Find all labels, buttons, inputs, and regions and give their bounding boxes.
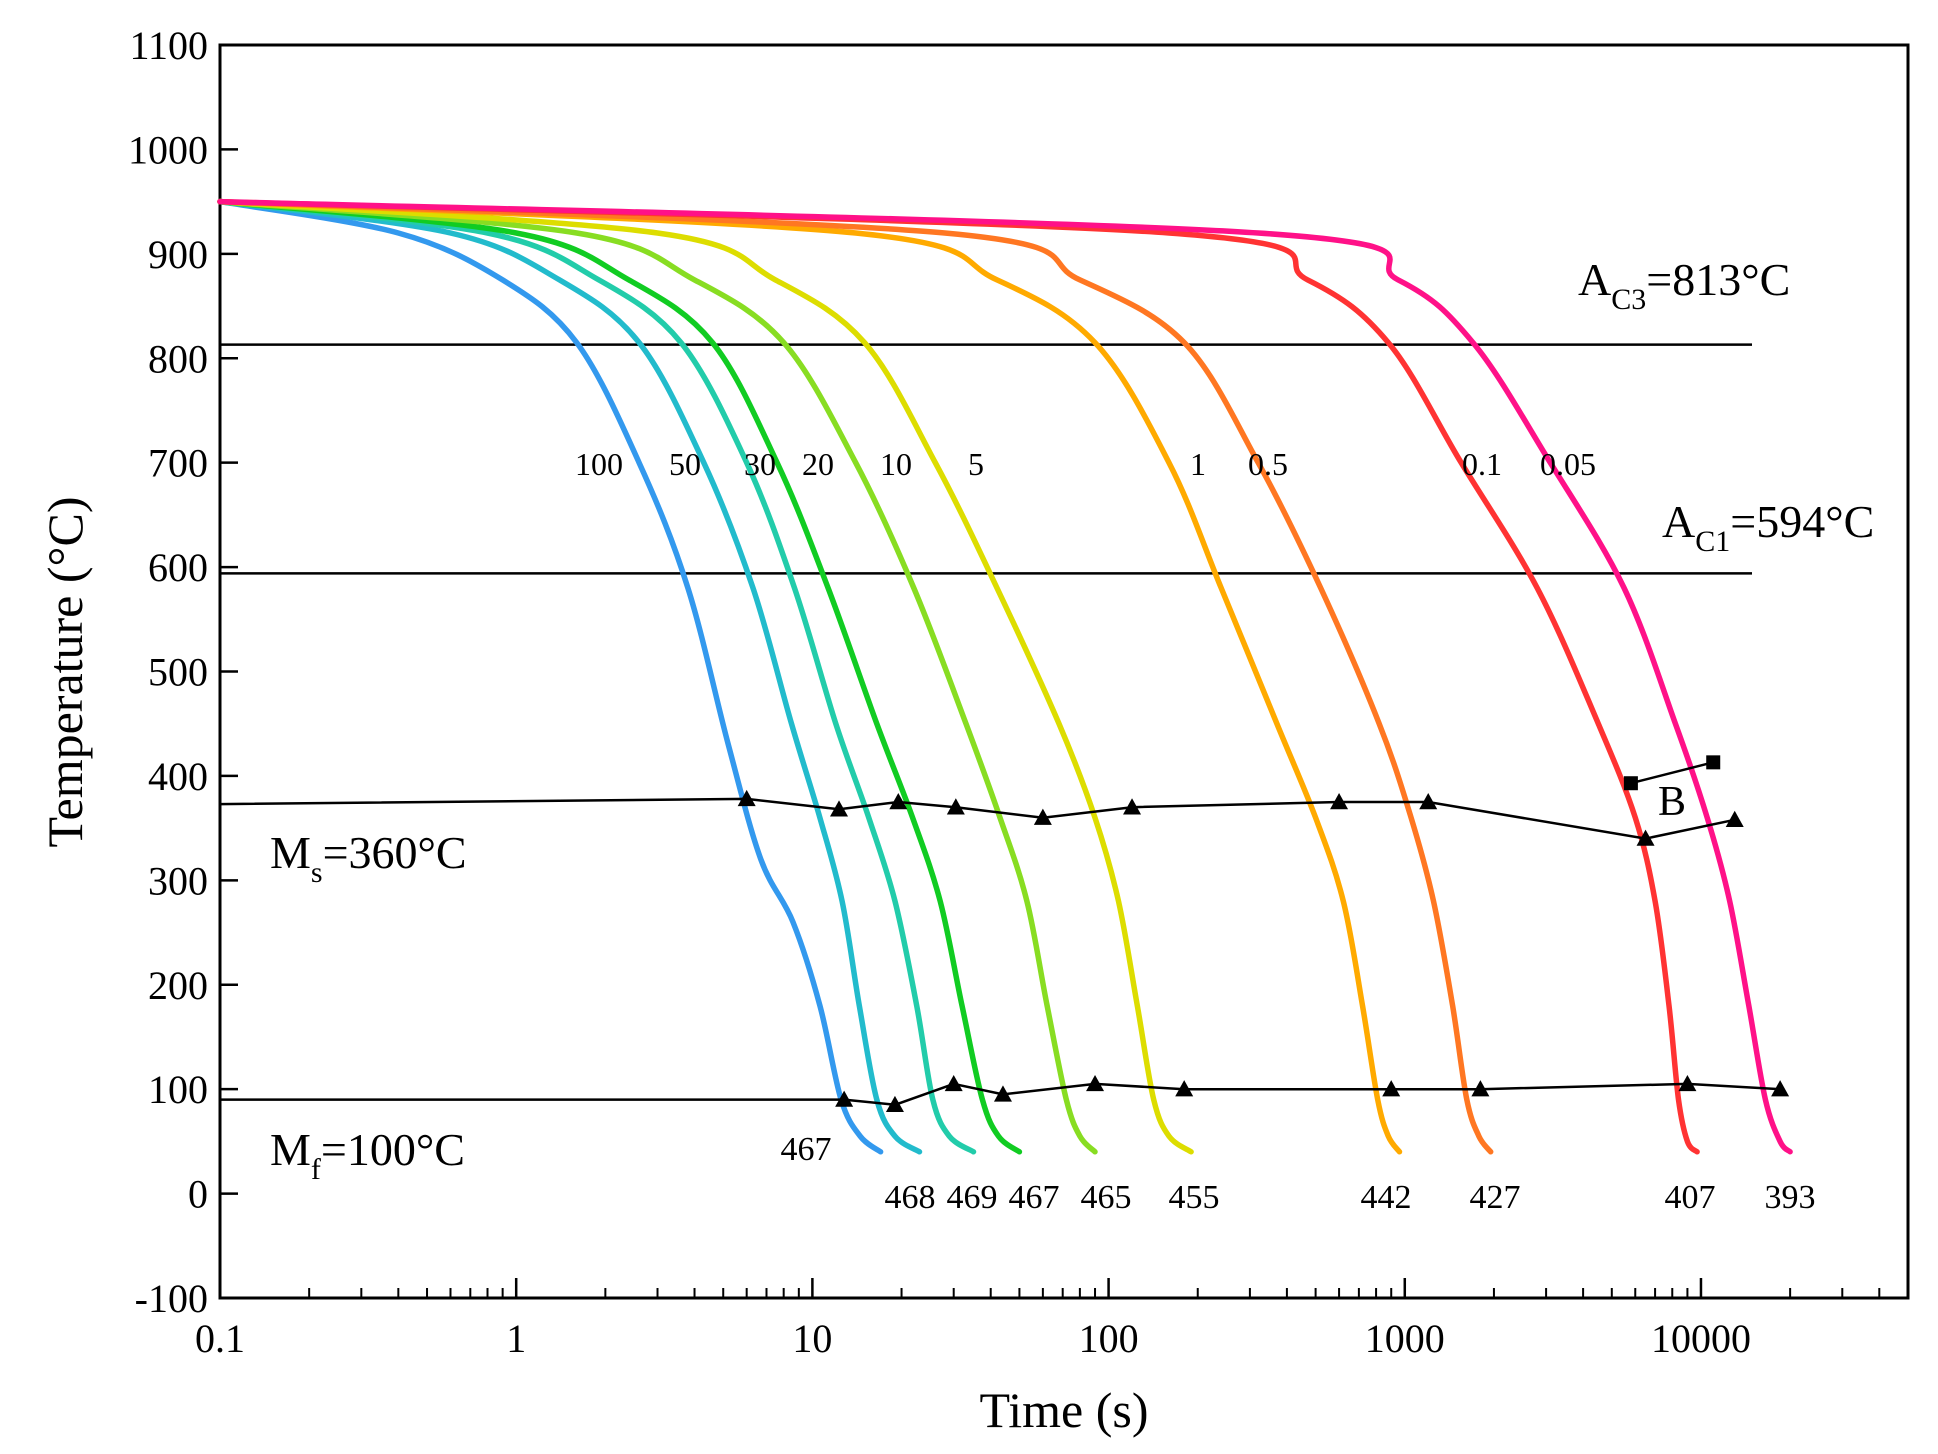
bainite-start-marker — [1706, 755, 1721, 770]
x-tick-label: 10 — [792, 1316, 832, 1361]
cooling-curve-1 — [217, 198, 1403, 1155]
rate-label: 100 — [575, 446, 623, 482]
ac1-label: AC1=594°C — [1662, 496, 1874, 558]
mf-label: Mf=100°C — [270, 1124, 465, 1186]
cooling-curve-50 — [217, 198, 923, 1155]
ms-marker — [1419, 793, 1438, 810]
hardness-label: 393 — [1765, 1179, 1816, 1216]
x-tick-label: 10000 — [1651, 1316, 1751, 1361]
cooling-curve-0_05 — [217, 198, 1793, 1155]
bainite-region-label: B — [1658, 779, 1686, 825]
cooling-curve-30 — [217, 198, 977, 1155]
y-tick-label: 200 — [148, 963, 208, 1008]
y-tick-label: 700 — [148, 441, 208, 486]
x-tick-label: 0.1 — [195, 1316, 245, 1361]
mf-marker — [993, 1085, 1012, 1102]
rate-label: 20 — [802, 446, 834, 482]
y-axis-title: Temperature (°C) — [37, 496, 93, 847]
hardness-label: 407 — [1665, 1179, 1716, 1216]
mf-marker — [1678, 1074, 1697, 1092]
axis-ticks: 110010009008007006005004003002001000-100… — [128, 23, 1909, 1361]
rate-label: 1 — [1190, 446, 1206, 482]
ms-marker — [1033, 808, 1052, 825]
cooling-curves — [217, 198, 1793, 1155]
ms-marker — [1330, 793, 1349, 810]
y-tick-label: 600 — [148, 545, 208, 590]
cooling-curve-20 — [217, 198, 1023, 1155]
cooling-curve-0_1 — [217, 198, 1700, 1155]
ms-label: Ms=360°C — [270, 827, 467, 889]
y-tick-label: 800 — [148, 336, 208, 381]
x-tick-label: 1 — [506, 1316, 526, 1361]
y-tick-label: 100 — [148, 1067, 208, 1112]
rate-label: 50 — [669, 446, 701, 482]
y-tick-label: -100 — [135, 1276, 208, 1321]
critical-temperature-lines: AC3=813°C AC1=594°C — [220, 254, 1874, 575]
mf-marker — [1086, 1074, 1105, 1092]
mf-marker — [835, 1090, 854, 1107]
rate-label: 0.05 — [1540, 446, 1596, 482]
x-tick-label: 1000 — [1365, 1316, 1445, 1361]
mf-marker — [1382, 1080, 1401, 1097]
y-tick-label: 300 — [148, 858, 208, 903]
ms-marker — [737, 789, 756, 807]
hardness-label: 469 — [947, 1179, 998, 1216]
mf-marker — [1175, 1080, 1194, 1097]
cooling-curve-100 — [217, 198, 884, 1155]
rate-label: 0.1 — [1462, 446, 1502, 482]
y-tick-label: 400 — [148, 754, 208, 799]
x-tick-label: 100 — [1079, 1316, 1139, 1361]
hardness-label: 427 — [1470, 1179, 1521, 1216]
hardness-label: 465 — [1081, 1179, 1132, 1216]
cooling-curve-10 — [217, 198, 1098, 1155]
cooling-curve-0_5 — [217, 198, 1494, 1155]
mf-marker — [1771, 1080, 1790, 1097]
rate-label: 10 — [880, 446, 912, 482]
rate-label: 5 — [968, 446, 984, 482]
y-tick-label: 500 — [148, 650, 208, 695]
x-axis-title: Time (s) — [979, 1382, 1148, 1438]
mf-marker — [944, 1074, 963, 1092]
ms-marker — [1123, 798, 1142, 815]
y-tick-label: 1000 — [128, 127, 208, 172]
mf-marker — [885, 1095, 904, 1113]
ms-marker — [889, 793, 908, 810]
rate-label: 30 — [744, 446, 776, 482]
annotations: 100 467 50 468 30 469 20 467 10 465 5 455 1 442 0.5 427… — [270, 446, 1816, 1216]
hardness-label: 455 — [1169, 1179, 1220, 1216]
ac3-label: AC3=813°C — [1578, 254, 1790, 316]
hardness-label: 467 — [1009, 1179, 1060, 1216]
ms-marker — [830, 800, 849, 817]
hardness-label: 468 — [885, 1179, 936, 1216]
y-tick-label: 0 — [188, 1172, 208, 1217]
y-tick-label: 1100 — [129, 23, 208, 68]
hardness-label: 442 — [1361, 1179, 1412, 1216]
ms-marker — [1725, 810, 1744, 827]
rate-label: 0.5 — [1248, 446, 1288, 482]
bainite-start-line — [1630, 761, 1714, 785]
ms-marker — [946, 798, 965, 815]
ms-marker — [1636, 829, 1655, 846]
bainite-start-marker — [1623, 776, 1638, 791]
transformation-lines — [219, 755, 1790, 1113]
y-tick-label: 900 — [148, 232, 208, 277]
mf-marker — [1471, 1080, 1490, 1097]
hardness-label: 467 — [781, 1131, 832, 1168]
cooling-curve-5 — [217, 198, 1194, 1155]
